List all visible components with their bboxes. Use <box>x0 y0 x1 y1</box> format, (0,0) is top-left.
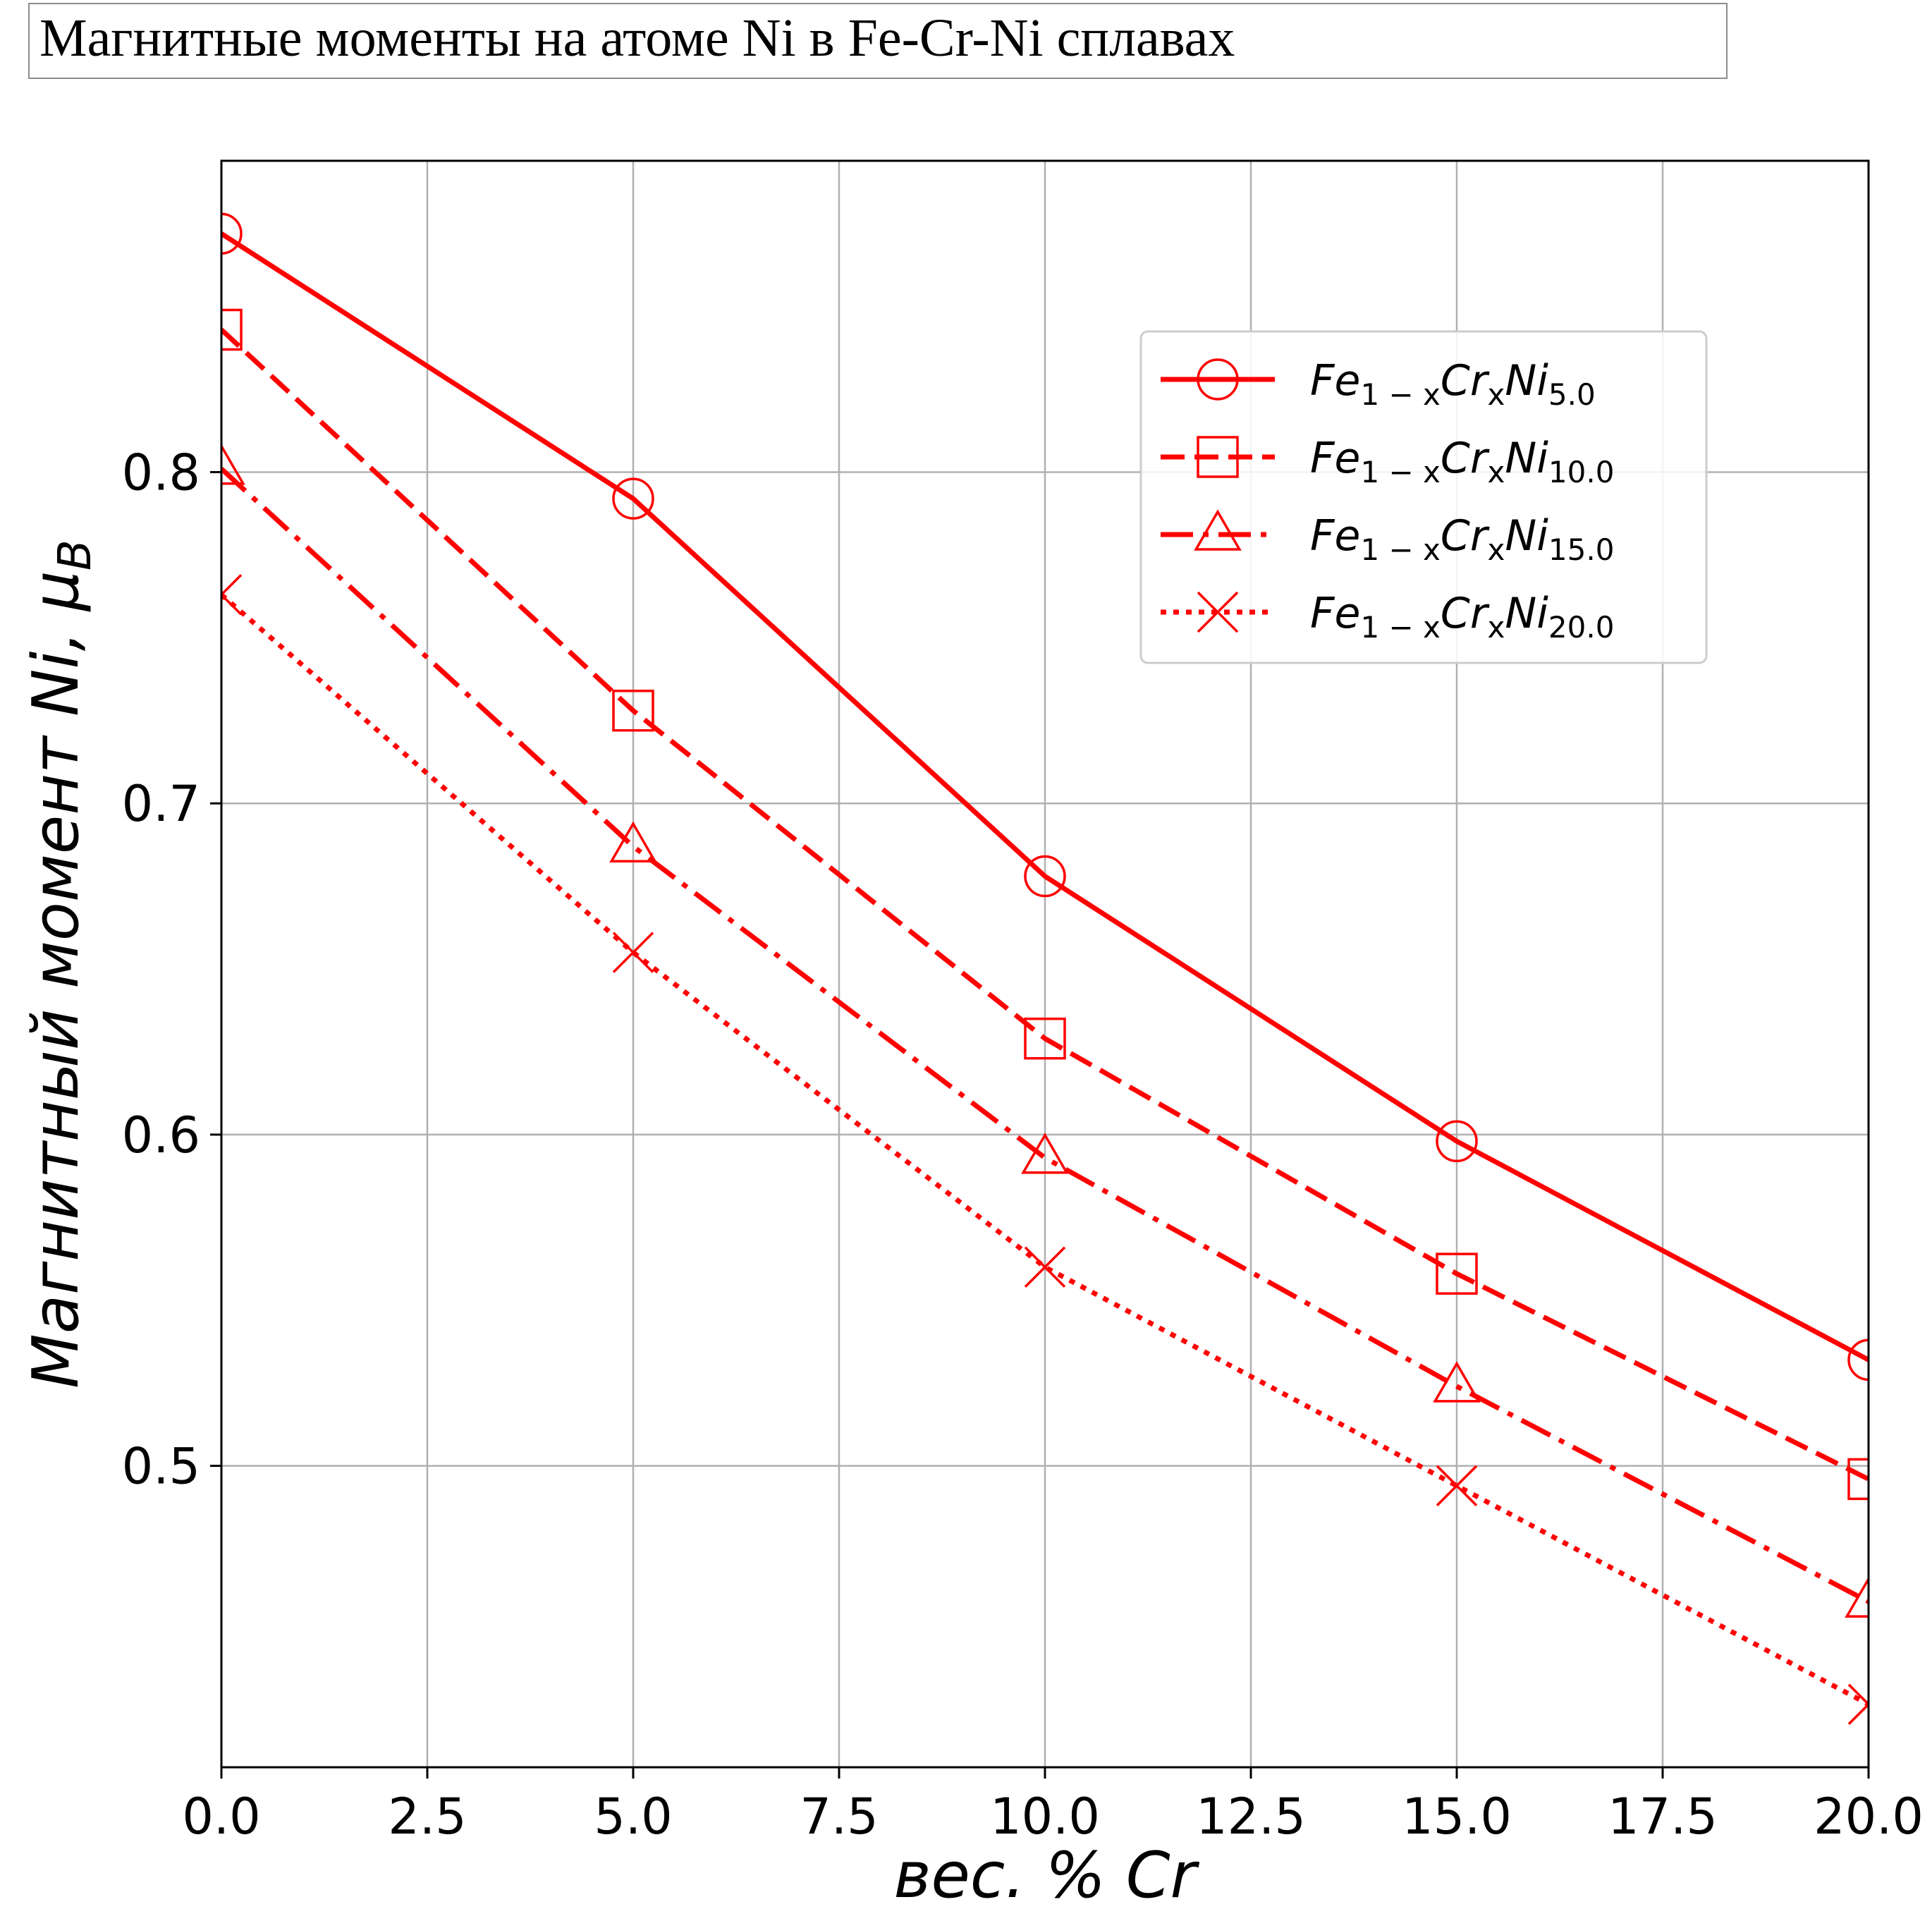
series-4-point-stroke <box>1024 1246 1066 1288</box>
legend-label-part: Ni <box>1505 589 1548 638</box>
x-tick-label: 7.5 <box>800 1788 878 1846</box>
legend-label-part: Cr <box>1441 511 1490 561</box>
legend-marker-3 <box>1194 509 1242 551</box>
series-3-point <box>1021 1133 1069 1174</box>
series-line-2 <box>221 327 1869 1482</box>
legend-label-subscript: 1 − x <box>1360 610 1440 645</box>
legend-label-part: Ni <box>1505 511 1548 561</box>
x-tick-label: 10.0 <box>990 1788 1100 1846</box>
chart-title-box: Магнитные моменты на атоме Ni в Fe-Cr-Ni… <box>28 3 1728 79</box>
series-4-point <box>612 932 654 973</box>
legend-label-subscript: x <box>1487 610 1505 645</box>
series-3-point <box>221 444 245 485</box>
series-3-point <box>1433 1361 1481 1403</box>
legend-label-part: Fe <box>1310 356 1360 405</box>
x-axis-label: вес. % Cr <box>893 1838 1199 1913</box>
legend-marker-2 <box>1197 436 1239 478</box>
legend-label-subscript: 15.0 <box>1548 532 1615 567</box>
series-2-point <box>221 308 243 351</box>
y-tick-label: 0.6 <box>122 1106 200 1164</box>
legend-label-subscript: 1 − x <box>1360 455 1440 489</box>
series-2-point <box>1024 1017 1066 1060</box>
series-4-point-stroke <box>612 932 654 973</box>
legend-label-part: Ni <box>1505 434 1548 483</box>
legend-label-subscript: 1 − x <box>1360 377 1440 412</box>
series-1-point <box>1436 1120 1478 1163</box>
legend-label-part: Cr <box>1441 356 1490 405</box>
legend-label-part: Ni <box>1505 356 1548 405</box>
y-axis-label-subscript: B <box>49 539 102 571</box>
legend-label-subscript: x <box>1487 532 1505 567</box>
legend-marker-4 <box>1197 591 1239 633</box>
legend-label-part: Fe <box>1310 511 1360 561</box>
legend-label-4: Fe1 − xCrxNi20.0 <box>1310 589 1614 645</box>
x-tick-label: 12.5 <box>1196 1788 1306 1846</box>
legend-label-part: Cr <box>1441 589 1490 638</box>
y-tick-label: 0.5 <box>122 1438 200 1496</box>
legend-marker-1 <box>1197 358 1239 401</box>
series-2-point <box>1847 1458 1869 1501</box>
series-4-point-stroke <box>221 592 243 616</box>
legend-marker-4-stroke <box>1197 591 1239 633</box>
series-1-point <box>612 477 654 520</box>
series-line-3 <box>221 467 1869 1604</box>
x-tick-label: 15.0 <box>1402 1788 1512 1846</box>
series-4-point <box>1436 1465 1478 1507</box>
legend-label-subscript: x <box>1487 377 1505 412</box>
legend-label-subscript: 5.0 <box>1548 377 1596 412</box>
series-1-point <box>1847 1338 1869 1382</box>
legend-label-part: Cr <box>1441 434 1490 483</box>
x-tick-label: 2.5 <box>388 1788 466 1846</box>
plot-area <box>221 212 1869 1725</box>
series-4-point-stroke <box>1847 1702 1869 1725</box>
x-tick-label: 20.0 <box>1814 1788 1924 1846</box>
series-3-point <box>1845 1576 1869 1618</box>
legend-label-2: Fe1 − xCrxNi10.0 <box>1310 434 1614 489</box>
legend-label-subscript: x <box>1487 455 1505 489</box>
x-tick-label: 17.5 <box>1608 1788 1718 1846</box>
y-axis-label: Магнитный момент Ni, μB <box>19 539 102 1389</box>
y-tick-label: 0.8 <box>122 444 200 502</box>
legend-label-part: Fe <box>1310 589 1360 638</box>
legend-label-subscript: 20.0 <box>1548 610 1615 645</box>
legend-label-subscript: 10.0 <box>1548 455 1615 489</box>
series-4-point <box>1024 1246 1066 1288</box>
legend-frame <box>1139 330 1708 664</box>
series-4-point <box>221 574 243 616</box>
chart-title: Магнитные моменты на атоме Ni в Fe-Cr-Ni… <box>39 8 1235 68</box>
series-line-1 <box>221 231 1869 1362</box>
series-2-point <box>1436 1252 1478 1295</box>
series-2-point <box>612 689 654 732</box>
series-1-point <box>1024 855 1066 898</box>
x-tick-label: 0.0 <box>182 1788 260 1846</box>
legend-label-3: Fe1 − xCrxNi15.0 <box>1310 511 1614 567</box>
legend-label-part: Fe <box>1310 434 1360 483</box>
series-3-point <box>609 821 657 863</box>
legend-label-subscript: 1 − x <box>1360 532 1440 567</box>
legend-label-1: Fe1 − xCrxNi5.0 <box>1310 356 1596 412</box>
x-tick-label: 5.0 <box>594 1788 672 1846</box>
series-4-point <box>1847 1683 1869 1725</box>
series-4-point-stroke <box>1436 1465 1478 1507</box>
y-tick-label: 0.7 <box>122 775 200 833</box>
series-4-point-stroke <box>1847 1683 1869 1707</box>
series-1-point <box>221 212 243 255</box>
series-4-point-stroke <box>221 574 243 597</box>
